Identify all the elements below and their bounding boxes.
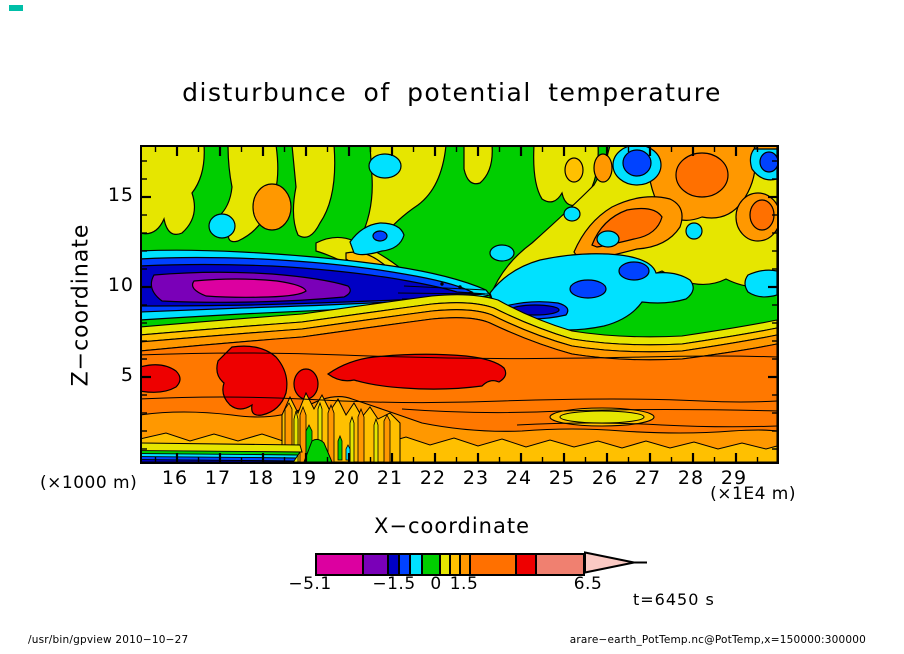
colorbar-segment-purple bbox=[364, 555, 387, 574]
colorbar-segment-gold bbox=[451, 555, 459, 574]
contour-inner-lines bbox=[142, 352, 777, 428]
x-tick-label-27: 27 bbox=[634, 467, 662, 489]
x-tick-label-23: 23 bbox=[462, 467, 490, 489]
colorbar-overflow-arrow bbox=[584, 551, 647, 574]
window-corner-mark bbox=[9, 5, 23, 11]
colorbar-segment-blue bbox=[400, 555, 409, 574]
x-axis-unit-factor: (×1E4 m) bbox=[710, 484, 796, 504]
axis-ticks bbox=[142, 147, 777, 462]
x-tick-label-22: 22 bbox=[419, 467, 447, 489]
x-tick-label-26: 26 bbox=[591, 467, 619, 489]
x-tick-label-20: 20 bbox=[333, 467, 361, 489]
x-tick-label-19: 19 bbox=[290, 467, 318, 489]
x-tick-label-16: 16 bbox=[161, 467, 189, 489]
colorbar-segment-cyan bbox=[411, 555, 421, 574]
y-tick-label-15: 15 bbox=[107, 184, 134, 206]
colorbar-label-−5.1: −5.1 bbox=[288, 574, 332, 594]
colorbar-segment-navy bbox=[389, 555, 398, 574]
colorbar-segment-salmon bbox=[537, 555, 583, 574]
colorbar bbox=[315, 553, 585, 576]
contour-plot-area bbox=[140, 145, 779, 464]
colorbar-label-1.5: 1.5 bbox=[449, 574, 479, 594]
colorbar-segment-dark-orange bbox=[471, 555, 515, 574]
footer-command-line: /usr/bin/gpview 2010−10−27 bbox=[28, 634, 189, 646]
contour-upper-cyan-spots bbox=[208, 147, 777, 300]
x-tick-label-25: 25 bbox=[548, 467, 576, 489]
x-tick-label-28: 28 bbox=[677, 467, 705, 489]
colorbar-segment-orange bbox=[461, 555, 469, 574]
plot-title: disturbunce of potential temperature bbox=[182, 78, 722, 107]
colorbar-segment-red bbox=[517, 555, 535, 574]
colorbar-label-0: 0 bbox=[430, 574, 442, 594]
y-axis-unit-factor: (×1000 m) bbox=[40, 473, 138, 493]
y-tick-label-5: 5 bbox=[120, 364, 134, 386]
colorbar-label-6.5: 6.5 bbox=[573, 574, 603, 594]
colorbar-segment-green bbox=[423, 555, 439, 574]
colorbar-segment-magenta bbox=[317, 555, 362, 574]
x-tick-label-21: 21 bbox=[376, 467, 404, 489]
x-tick-label-18: 18 bbox=[247, 467, 275, 489]
y-axis-label: Z−coordinate bbox=[68, 223, 94, 387]
contour-plot-svg bbox=[142, 147, 777, 462]
y-tick-label-10: 10 bbox=[107, 274, 134, 296]
x-tick-label-17: 17 bbox=[204, 467, 232, 489]
time-annotation: t=6450 s bbox=[633, 590, 715, 609]
colorbar-label-−1.5: −1.5 bbox=[372, 574, 416, 594]
x-axis-label: X−coordinate bbox=[374, 514, 530, 538]
footer-data-source: arare−earth_PotTemp.nc@PotTemp,x=150000:… bbox=[569, 634, 866, 646]
x-tick-label-29: 29 bbox=[720, 467, 748, 489]
contour-lower-textures bbox=[142, 391, 777, 462]
x-tick-label-24: 24 bbox=[505, 467, 533, 489]
contour-negative-band bbox=[142, 249, 777, 331]
colorbar-segment-yellow bbox=[441, 555, 449, 574]
